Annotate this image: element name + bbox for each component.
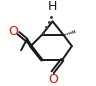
Text: H: H xyxy=(48,0,57,13)
Polygon shape xyxy=(26,39,42,60)
Text: O: O xyxy=(8,25,18,38)
Text: O: O xyxy=(48,73,58,86)
